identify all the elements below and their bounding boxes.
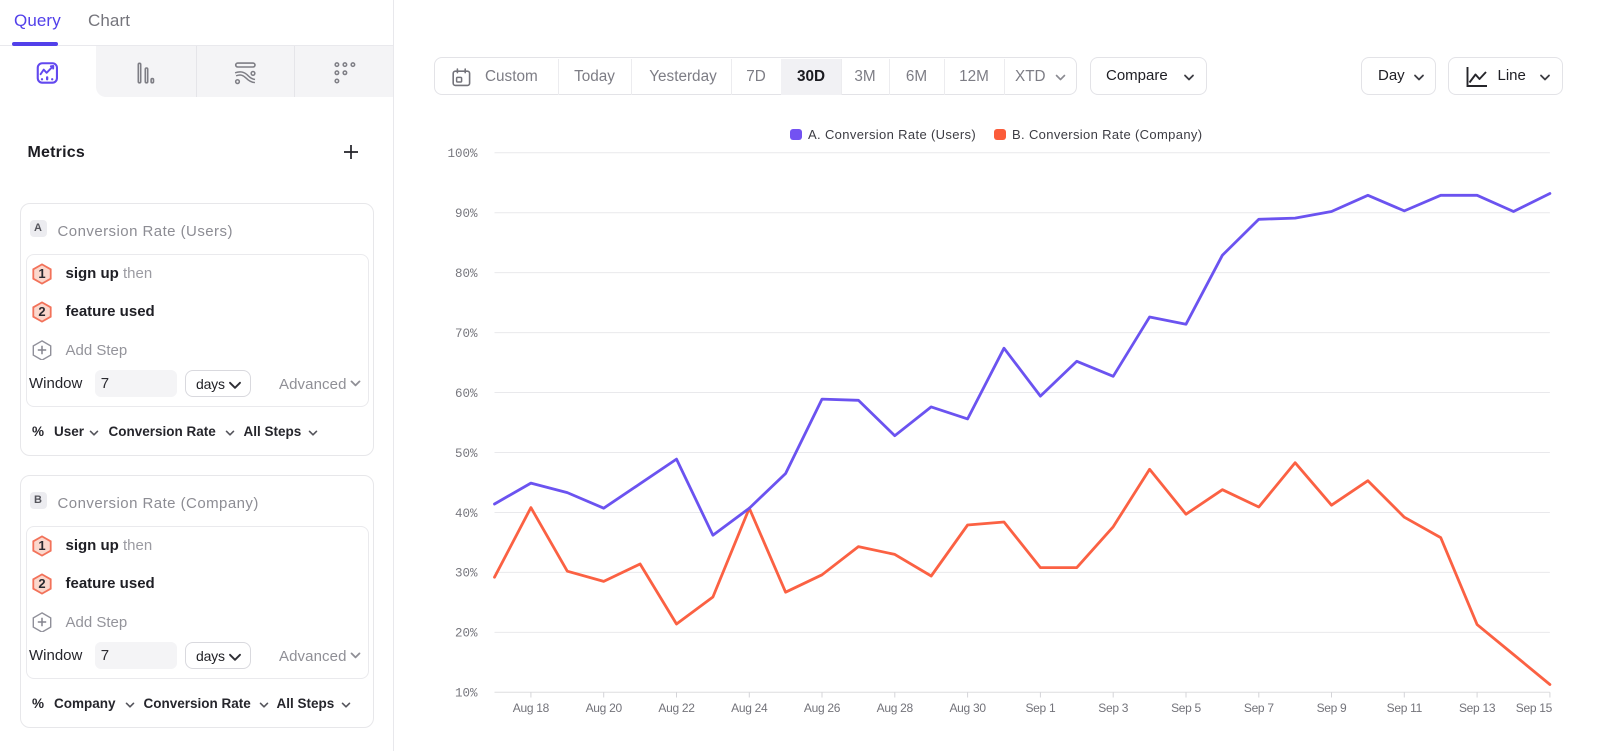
svg-text:Sep 9: Sep 9 bbox=[1317, 701, 1347, 715]
svg-text:Aug 28: Aug 28 bbox=[877, 701, 914, 715]
svg-text:10%: 10% bbox=[455, 687, 478, 701]
svg-text:Sep 7: Sep 7 bbox=[1244, 701, 1274, 715]
svg-text:30%: 30% bbox=[455, 567, 478, 581]
svg-text:1: 1 bbox=[39, 538, 46, 553]
svg-text:60%: 60% bbox=[455, 387, 478, 401]
svg-text:Aug 26: Aug 26 bbox=[804, 701, 841, 715]
svg-text:Sep 5: Sep 5 bbox=[1171, 701, 1201, 715]
svg-text:100%: 100% bbox=[447, 147, 478, 161]
svg-text:Sep 1: Sep 1 bbox=[1025, 701, 1055, 715]
svg-text:Sep 15: Sep 15 bbox=[1516, 701, 1553, 715]
svg-text:1: 1 bbox=[39, 266, 46, 281]
svg-text:40%: 40% bbox=[455, 507, 478, 521]
svg-text:Aug 20: Aug 20 bbox=[586, 701, 623, 715]
svg-text:2: 2 bbox=[39, 576, 46, 591]
svg-text:Sep 3: Sep 3 bbox=[1098, 701, 1128, 715]
svg-text:Aug 24: Aug 24 bbox=[731, 701, 768, 715]
svg-text:Aug 18: Aug 18 bbox=[513, 701, 550, 715]
svg-text:70%: 70% bbox=[455, 327, 478, 341]
svg-text:20%: 20% bbox=[455, 627, 478, 641]
svg-text:90%: 90% bbox=[455, 207, 478, 221]
svg-text:Sep 11: Sep 11 bbox=[1387, 701, 1423, 715]
svg-text:80%: 80% bbox=[455, 267, 478, 281]
svg-text:Sep 13: Sep 13 bbox=[1459, 701, 1496, 715]
svg-text:Aug 30: Aug 30 bbox=[949, 701, 986, 715]
svg-text:2: 2 bbox=[39, 304, 46, 319]
svg-text:50%: 50% bbox=[455, 447, 478, 461]
svg-text:Aug 22: Aug 22 bbox=[658, 701, 695, 715]
